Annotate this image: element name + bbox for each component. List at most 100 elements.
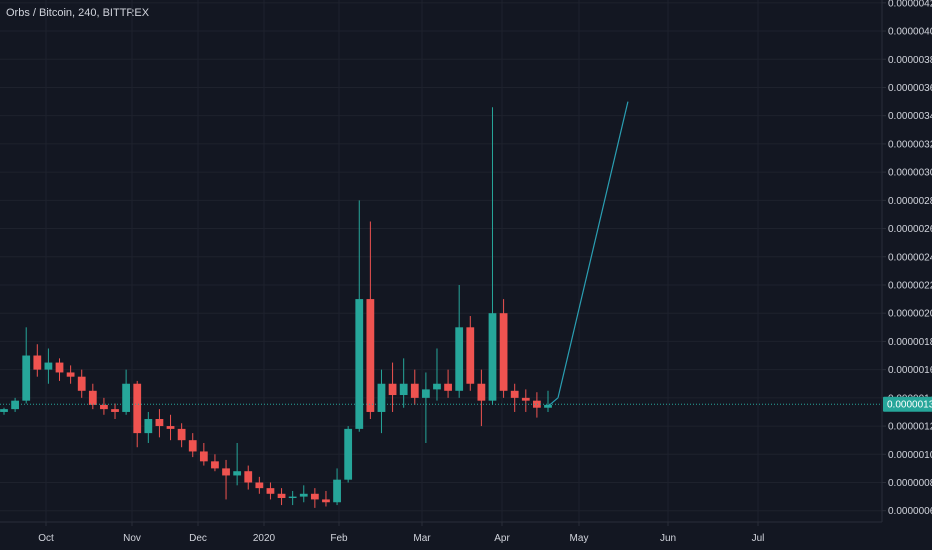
candle: [166, 414, 175, 441]
candle-body: [366, 299, 375, 412]
candle-body: [44, 362, 53, 370]
last-price-label: 0.00000135: [887, 400, 932, 411]
time-axis[interactable]: Oct Nov Dec 2020 Feb Mar Apr May Jun Jul: [38, 522, 764, 544]
candle: [22, 327, 31, 404]
candle-body: [433, 383, 441, 390]
grid: [0, 0, 882, 522]
candle-body: [510, 390, 519, 398]
candle: [477, 369, 486, 427]
candle: [377, 369, 386, 434]
candle: [388, 362, 397, 412]
candle: [44, 348, 53, 384]
candle-body: [310, 493, 319, 500]
x-tick-label: Jul: [752, 533, 765, 544]
last-price-badge: [883, 396, 932, 412]
candle: [88, 383, 97, 410]
candle-body: [333, 479, 341, 503]
candle: [544, 390, 552, 412]
candle: [322, 490, 330, 507]
candle-body: [244, 471, 253, 483]
candle: [211, 454, 219, 472]
y-tick-label: 0.00000360: [888, 83, 932, 94]
candle: [177, 423, 186, 448]
candle-body: [188, 440, 197, 452]
candle-body: [33, 355, 42, 370]
trendline[interactable]: [547, 397, 559, 407]
candle-body: [11, 400, 19, 410]
candle-body: [111, 409, 119, 412]
candle: [433, 348, 441, 401]
candle: [455, 284, 464, 398]
y-tick-label: 0.00000080: [888, 478, 932, 489]
candle: [244, 465, 253, 490]
y-tick-label: 0.00000160: [888, 365, 932, 376]
candle: [233, 442, 242, 486]
candles: [0, 107, 552, 508]
y-tick-label: 0.00000100: [888, 450, 932, 461]
candle: [77, 369, 86, 398]
y-tick-label: 0.00000340: [888, 111, 932, 122]
candle: [488, 107, 497, 405]
candle-body: [77, 376, 86, 391]
y-tick-label: 0.00000200: [888, 309, 932, 320]
x-tick-label: Apr: [494, 533, 510, 544]
y-tick-label: 0.00000400: [888, 27, 932, 38]
y-tick-label: 0.00000420: [888, 0, 932, 9]
x-tick-label: Oct: [38, 533, 54, 544]
candle-body: [0, 409, 8, 412]
candle-body: [211, 461, 219, 469]
candle: [310, 488, 319, 508]
candle-body: [399, 383, 408, 396]
candle: [521, 389, 530, 412]
candle-body: [544, 404, 552, 408]
candle: [277, 488, 286, 506]
candle-body: [233, 471, 242, 476]
y-tick-label: 0.00000060: [888, 506, 932, 517]
candle-body: [288, 496, 297, 499]
candle-body: [488, 313, 497, 401]
candle-body: [455, 327, 464, 391]
candle: [155, 409, 164, 438]
candle-body: [88, 390, 97, 405]
candle-body: [266, 488, 275, 494]
candle: [344, 426, 353, 483]
candle: [11, 397, 19, 412]
candle-body: [421, 389, 430, 398]
candle: [33, 344, 42, 377]
x-tick-label: Dec: [189, 533, 207, 544]
price-axis[interactable]: 0.00000060 0.00000080 0.00000100 0.00000120…: [882, 0, 932, 517]
x-tick-label: Feb: [330, 533, 348, 544]
candle: [66, 365, 75, 384]
candle-body: [66, 372, 75, 377]
candle-body: [222, 468, 230, 476]
candle-body: [533, 400, 541, 408]
y-tick-label: 0.00000180: [888, 337, 932, 348]
candle: [133, 380, 142, 448]
y-tick-label: 0.00000380: [888, 55, 932, 66]
x-tick-label: Nov: [123, 533, 141, 544]
candle-body: [166, 426, 175, 429]
candle-body: [133, 383, 142, 434]
y-tick-label: 0.00000300: [888, 168, 932, 179]
candle-body: [344, 428, 353, 480]
candle: [499, 299, 508, 398]
candle: [199, 442, 208, 466]
x-tick-label: Mar: [413, 533, 431, 544]
candle-body: [355, 299, 364, 429]
y-tick-label: 0.00000240: [888, 252, 932, 263]
candle-body: [299, 493, 308, 497]
candle-body: [22, 355, 31, 401]
y-tick-label: 0.00000320: [888, 139, 932, 150]
candle-body: [177, 428, 186, 441]
candle: [0, 407, 8, 415]
trendlines: [0, 101, 882, 407]
candle-body: [521, 397, 530, 401]
candle-body: [277, 493, 286, 499]
trendline[interactable]: [557, 101, 629, 398]
candle: [333, 468, 341, 506]
candle-body: [100, 404, 108, 410]
candle: [366, 221, 375, 420]
candle: [255, 476, 264, 494]
